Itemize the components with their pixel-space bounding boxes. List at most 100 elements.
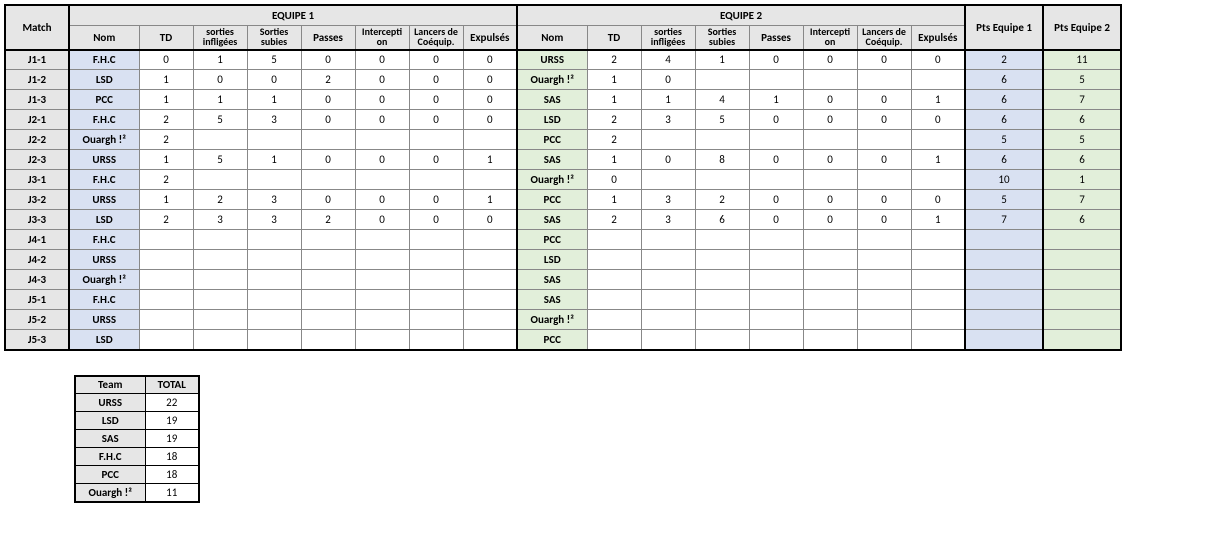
cell-stat2: 2	[587, 110, 641, 130]
cell-stat2	[695, 230, 749, 250]
cell-stat1: 0	[409, 90, 463, 110]
cell-stat1: 0	[301, 150, 355, 170]
cell-pts1	[965, 270, 1043, 290]
cell-stat1	[247, 270, 301, 290]
cell-stat2: 3	[641, 210, 695, 230]
cell-stat1	[301, 130, 355, 150]
cell-stat2	[911, 330, 965, 350]
cell-stat1: 0	[301, 190, 355, 210]
cell-stat1	[463, 270, 517, 290]
table-row: J4-2URSSLSD	[5, 250, 1121, 270]
sum-team: LSD	[75, 412, 145, 430]
match-table: Match EQUIPE 1 EQUIPE 2 Pts Equipe 1 Pts…	[4, 4, 1122, 351]
cell-stat1	[301, 310, 355, 330]
cell-stat1: 5	[247, 50, 301, 70]
cell-stat2	[857, 270, 911, 290]
cell-stat2: 0	[911, 50, 965, 70]
hdr-sortsub2: Sorties subies	[695, 25, 749, 50]
cell-nom2: Ouargh !²	[517, 310, 587, 330]
cell-stat2: 1	[911, 210, 965, 230]
summary-body: URSS22LSD19SAS19F.H.C18PCC18Ouargh !²11	[75, 394, 199, 502]
hdr-expulses1: Expulsés	[463, 25, 517, 50]
cell-pts2: 6	[1043, 210, 1121, 230]
cell-nom1: Ouargh !²	[69, 130, 139, 150]
cell-pts2: 6	[1043, 150, 1121, 170]
cell-stat2: 1	[587, 90, 641, 110]
cell-stat1	[247, 130, 301, 150]
cell-stat2	[803, 270, 857, 290]
cell-nom1: F.H.C	[69, 290, 139, 310]
cell-stat2	[587, 310, 641, 330]
cell-stat2	[911, 70, 965, 90]
cell-stat1	[463, 250, 517, 270]
cell-stat1: 3	[247, 110, 301, 130]
cell-stat2: 1	[911, 90, 965, 110]
cell-stat2: 0	[857, 110, 911, 130]
sum-total: 22	[145, 394, 199, 412]
cell-pts2: 7	[1043, 90, 1121, 110]
cell-pts2: 6	[1043, 110, 1121, 130]
cell-pts2: 1	[1043, 170, 1121, 190]
cell-nom2: PCC	[517, 330, 587, 350]
cell-stat2	[803, 330, 857, 350]
cell-nom1: URSS	[69, 190, 139, 210]
cell-pts2	[1043, 230, 1121, 250]
cell-stat2	[857, 310, 911, 330]
table-row: J2-3URSS1510001SAS108000166	[5, 150, 1121, 170]
summary-row: F.H.C18	[75, 448, 199, 466]
cell-stat1	[193, 130, 247, 150]
cell-pts1: 6	[965, 90, 1043, 110]
hdr-equipe1: EQUIPE 1	[69, 5, 517, 25]
cell-nom2: Ouargh !²	[517, 70, 587, 90]
hdr-equipe2: EQUIPE 2	[517, 5, 965, 25]
cell-match: J5-2	[5, 310, 69, 330]
cell-stat2: 1	[587, 70, 641, 90]
cell-pts2	[1043, 330, 1121, 350]
cell-stat2	[695, 170, 749, 190]
hdr-nom1: Nom	[69, 25, 139, 50]
cell-stat2: 0	[749, 210, 803, 230]
cell-stat2	[749, 310, 803, 330]
cell-stat1	[247, 310, 301, 330]
cell-nom1: LSD	[69, 330, 139, 350]
cell-stat1: 0	[409, 210, 463, 230]
cell-stat1: 0	[355, 210, 409, 230]
cell-stat1	[193, 270, 247, 290]
cell-stat1	[139, 290, 193, 310]
cell-stat1: 1	[139, 70, 193, 90]
cell-stat1: 1	[463, 190, 517, 210]
cell-stat1: 3	[247, 190, 301, 210]
cell-stat1	[247, 230, 301, 250]
sum-team: Ouargh !²	[75, 484, 145, 502]
cell-stat1	[247, 290, 301, 310]
table-row: J5-3LSDPCC	[5, 330, 1121, 350]
cell-nom1: F.H.C	[69, 110, 139, 130]
cell-stat2	[749, 170, 803, 190]
cell-stat1	[301, 170, 355, 190]
cell-stat1	[355, 250, 409, 270]
cell-nom1: F.H.C	[69, 230, 139, 250]
cell-stat1: 0	[463, 110, 517, 130]
cell-stat1	[139, 230, 193, 250]
cell-stat1	[355, 290, 409, 310]
hdr-pts2: Pts Equipe 2	[1043, 5, 1121, 50]
cell-match: J3-2	[5, 190, 69, 210]
cell-stat2	[695, 290, 749, 310]
cell-stat1	[193, 250, 247, 270]
cell-stat2: 1	[911, 150, 965, 170]
cell-stat2: 3	[641, 190, 695, 210]
cell-pts2	[1043, 290, 1121, 310]
cell-pts2	[1043, 250, 1121, 270]
cell-stat2	[749, 250, 803, 270]
cell-pts2	[1043, 270, 1121, 290]
cell-stat2	[587, 270, 641, 290]
cell-stat2	[587, 290, 641, 310]
cell-stat1: 5	[193, 150, 247, 170]
cell-stat1: 0	[355, 150, 409, 170]
cell-stat1: 0	[301, 90, 355, 110]
cell-stat1: 0	[355, 50, 409, 70]
cell-stat2	[749, 270, 803, 290]
cell-stat2	[695, 250, 749, 270]
cell-stat1: 1	[463, 150, 517, 170]
cell-stat2	[641, 130, 695, 150]
